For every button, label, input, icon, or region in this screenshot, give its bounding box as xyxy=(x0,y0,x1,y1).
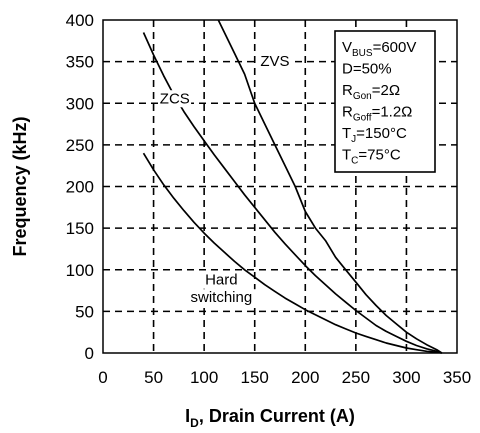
y-tick-label: 300 xyxy=(66,94,94,113)
series-line-hard-switching xyxy=(142,152,442,354)
annotation-background xyxy=(200,271,243,289)
y-tick-label: 150 xyxy=(66,219,94,238)
x-tick-label: 0 xyxy=(98,368,107,387)
annotation-background xyxy=(258,52,292,70)
curve-annotation: Hard xyxy=(205,272,238,289)
x-tick-label: 100 xyxy=(190,368,218,387)
condition-line: TC=75°C xyxy=(342,147,401,167)
curve-annotation: ZVS xyxy=(260,53,289,70)
condition-line: VBUS=600V xyxy=(342,39,416,59)
y-tick-label: 200 xyxy=(66,178,94,197)
y-tick-label: 350 xyxy=(66,53,94,72)
y-tick-label: 250 xyxy=(66,136,94,155)
y-tick-label: 400 xyxy=(66,11,94,30)
x-tick-label: 200 xyxy=(291,368,319,387)
annotation-background xyxy=(176,289,267,307)
y-tick-label: 100 xyxy=(66,261,94,280)
annotation-background xyxy=(158,90,192,108)
condition-line: TJ=150°C xyxy=(342,125,407,145)
y-tick-label: 0 xyxy=(85,344,94,363)
y-axis-title: Frequency (kHz) xyxy=(10,116,30,256)
x-tick-label: 250 xyxy=(342,368,370,387)
condition-line: RGoff=1.2Ω xyxy=(342,104,412,124)
series-line-zcs xyxy=(142,32,443,354)
condition-line: D=50% xyxy=(342,61,392,78)
conditions-box-frame xyxy=(334,30,436,173)
curve-annotation: ZCS xyxy=(160,90,190,107)
condition-line: RGon=2Ω xyxy=(342,82,400,102)
x-tick-label: 150 xyxy=(241,368,269,387)
series-lines xyxy=(142,19,443,354)
x-tick-label: 50 xyxy=(144,368,163,387)
conditions-box: VBUS=600V D=50% RGon=2ΩRGoff=1.2ΩTJ=150°CT… xyxy=(334,30,436,173)
y-tick-labels: 0 50 100 150 200 250 300 350 400 xyxy=(66,11,94,363)
series-line-zvs xyxy=(217,19,443,354)
x-tick-labels: 0 50 100 150 200 250 300 350 xyxy=(98,368,471,387)
y-tick-label: 50 xyxy=(75,302,94,321)
x-tick-label: 350 xyxy=(443,368,471,387)
x-tick-label: 300 xyxy=(392,368,420,387)
curve-annotation: switching xyxy=(190,289,252,306)
plot-frame xyxy=(102,19,458,354)
x-axis-title: ID, Drain Current (A) xyxy=(185,406,355,430)
